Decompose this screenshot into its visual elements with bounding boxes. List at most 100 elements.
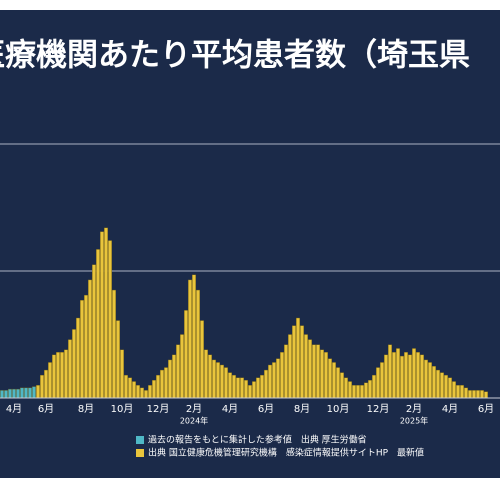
x-tick-label: 12月 [147, 403, 170, 415]
bar [140, 387, 144, 399]
x-tick-label: 2月 [186, 403, 202, 415]
bar [452, 381, 456, 399]
bar [12, 388, 16, 399]
bar [376, 367, 380, 399]
bar [392, 352, 396, 399]
x-tick-label: 8月 [78, 403, 94, 415]
bar [120, 349, 124, 399]
bar [480, 390, 484, 399]
bar [276, 358, 280, 399]
legend-label: 出典 国立健康危機管理研究機構 感染症情報提供サイトHP 最新値 [148, 447, 424, 459]
bar [460, 385, 464, 399]
bar [48, 362, 52, 399]
bar [52, 354, 56, 399]
bar [356, 385, 360, 399]
bar [248, 385, 252, 399]
bar [344, 377, 348, 399]
bar [364, 382, 368, 399]
bar [412, 348, 416, 399]
bar [464, 387, 468, 399]
bar [16, 388, 20, 399]
bar [252, 381, 256, 399]
legend-label: 過去の報告をもとに集計した参考値 出典 厚生労働省 [148, 434, 367, 446]
bar [472, 390, 476, 399]
bar [352, 385, 356, 399]
bar [424, 359, 428, 399]
bar [336, 367, 340, 399]
chart-title: 医療機関あたり平均患者数（埼玉県 [0, 38, 470, 74]
bar [196, 289, 200, 399]
bar [164, 367, 168, 399]
bar [64, 349, 68, 399]
bar [36, 385, 40, 399]
bar [360, 385, 364, 399]
bar [332, 362, 336, 399]
bar [388, 344, 392, 399]
x-tick-label: 6月 [38, 403, 54, 415]
bar [20, 387, 24, 399]
bar [112, 289, 116, 399]
bar [268, 364, 272, 399]
bar [188, 279, 192, 399]
bar [192, 274, 196, 399]
bar [132, 381, 136, 399]
bar [44, 369, 48, 399]
x-tick-label: 6月 [258, 403, 274, 415]
bar [24, 387, 28, 399]
x-year-label: 2025年 [400, 416, 428, 426]
bar [436, 369, 440, 399]
bar [300, 325, 304, 399]
bar [328, 358, 332, 399]
bar [60, 352, 64, 399]
legend-swatch [136, 436, 144, 444]
bar [448, 377, 452, 399]
bar [212, 359, 216, 399]
bar [72, 329, 76, 399]
bar [184, 310, 188, 399]
bar [280, 352, 284, 399]
bar [456, 385, 460, 399]
x-tick-label: 10月 [111, 403, 134, 415]
bar [308, 339, 312, 399]
bar [148, 385, 152, 399]
bar [28, 387, 32, 399]
bar [84, 294, 88, 399]
bar [440, 372, 444, 399]
bar [92, 264, 96, 399]
bar [272, 362, 276, 399]
bar [404, 352, 408, 399]
bar [116, 320, 120, 399]
bar [172, 354, 176, 399]
bar [128, 377, 132, 399]
bar [304, 334, 308, 399]
bar [152, 380, 156, 399]
bar [180, 334, 184, 399]
bar [288, 334, 292, 399]
bar [292, 325, 296, 399]
bar [296, 317, 300, 399]
bar [216, 362, 220, 399]
bar [56, 352, 60, 399]
bar [468, 390, 472, 399]
bar [80, 300, 84, 399]
bar [100, 231, 104, 399]
bar [240, 377, 244, 399]
bar [124, 374, 128, 399]
x-year-label: 2024年 [180, 416, 208, 426]
bar [40, 374, 44, 399]
bar [200, 320, 204, 399]
bar [144, 390, 148, 399]
bar [396, 348, 400, 399]
bar [76, 317, 80, 399]
bar [428, 362, 432, 399]
bar [88, 279, 92, 399]
bar [320, 349, 324, 399]
x-tick-label: 2月 [406, 403, 422, 415]
bar [380, 362, 384, 399]
chart-panel [0, 10, 500, 478]
bar [68, 339, 72, 399]
bar [444, 374, 448, 399]
bar [384, 354, 388, 399]
x-tick-label: 10月 [327, 403, 350, 415]
